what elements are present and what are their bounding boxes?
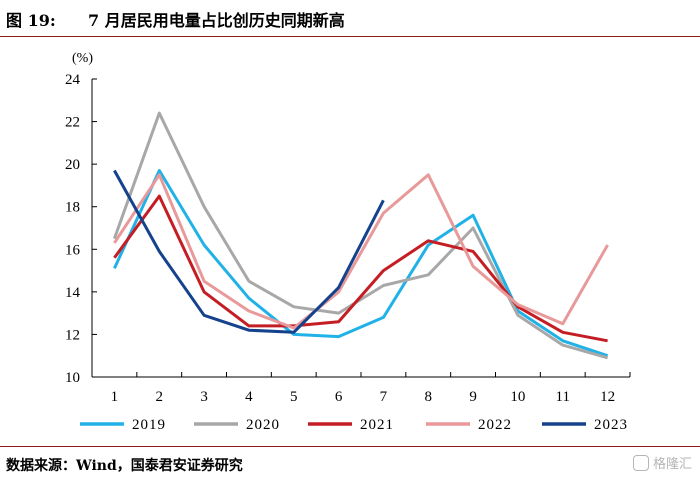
x-tick-label: 7 (380, 389, 388, 405)
watermark-text: 格隆汇 (652, 457, 692, 472)
x-tick-label: 3 (200, 389, 208, 405)
y-tick-label: 10 (65, 370, 80, 386)
y-tick-label: 24 (65, 72, 81, 88)
legend-label: 2023 (594, 417, 628, 433)
legend-item-2020: 2020 (194, 417, 280, 433)
watermark-logo-icon (632, 454, 649, 471)
y-tick-label: 18 (65, 200, 80, 216)
x-tick-label: 5 (290, 389, 298, 405)
watermark: 格隆汇 (632, 453, 692, 472)
legend-item-2023: 2023 (542, 417, 628, 433)
y-tick-label: 20 (65, 157, 80, 173)
legend-label: 2021 (360, 417, 394, 433)
y-tick-label: 14 (65, 285, 81, 301)
data-source-note: 数据来源：Wind，国泰君安证券研究 (6, 458, 243, 474)
x-tick-label: 11 (556, 389, 570, 405)
legend-label: 2020 (246, 417, 280, 433)
series-line-2023 (113, 169, 385, 334)
figure-header: 图 19: 7 月居民用电量占比创历史同期新高 (0, 0, 700, 37)
legend-label: 2019 (132, 417, 166, 433)
legend-item-2021: 2021 (308, 417, 394, 433)
y-tick-label: 12 (65, 327, 80, 343)
series-line-2021 (113, 194, 608, 343)
x-tick-label: 4 (245, 389, 253, 405)
series-line-2019 (113, 169, 609, 358)
x-tick-label: 1 (111, 389, 119, 405)
x-tick-label: 2 (156, 389, 164, 405)
chart-series-lines (112, 111, 609, 360)
chart-legend: 2019 2020 2021 2022 2023 (80, 417, 628, 433)
legend-label: 2022 (478, 417, 512, 433)
legend-item-2022: 2022 (426, 417, 512, 433)
x-tick-label: 6 (335, 389, 343, 405)
legend-item-2019: 2019 (80, 417, 166, 433)
y-tick-label: 16 (65, 242, 81, 258)
y-tick-label: 22 (65, 115, 80, 131)
x-tick-label: 8 (425, 389, 433, 405)
x-tick-label: 9 (469, 389, 477, 405)
x-tick-label: 12 (600, 389, 615, 405)
series-line-2022 (113, 173, 609, 330)
figure-title: 7 月居民用电量占比创历史同期新高 (88, 11, 345, 30)
figure-label: 图 19: (6, 11, 56, 30)
x-tick-label: 10 (510, 389, 525, 405)
figure-footer: 数据来源：Wind，国泰君安证券研究 格隆汇 (0, 446, 700, 479)
series-line-2020 (112, 111, 609, 360)
y-axis-unit-label: (%) (72, 51, 93, 66)
